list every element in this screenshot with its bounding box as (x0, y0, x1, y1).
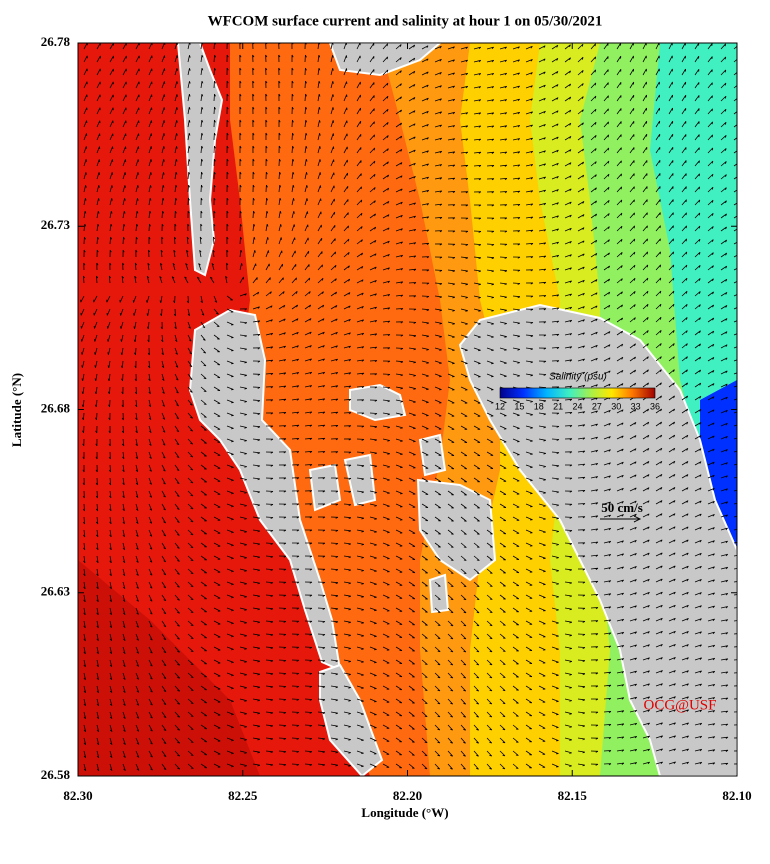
y-tick-label: 26.63 (41, 584, 71, 599)
colorbar-tick-label: 27 (592, 401, 602, 411)
axis-ticks: 82.30 82.25 82.20 82.15 82.10 26.78 26.73 26.68… (41, 34, 752, 803)
colorbar-tick-label: 36 (650, 401, 660, 411)
credit: OCG@USF (643, 697, 716, 713)
colorbar-tick-label: 18 (534, 401, 544, 411)
colorbar-tick-label: 24 (572, 401, 582, 411)
colorbar: Salinity (psu) 12 15 18 21 24 27 30 33 36 (495, 372, 660, 412)
field-darkred (78, 560, 260, 776)
x-axis-label: Longitude (°W) (361, 805, 448, 820)
island (428, 573, 450, 614)
y-tick-label: 26.73 (41, 217, 71, 232)
island (308, 463, 342, 512)
colorbar-tick-label: 30 (611, 401, 621, 411)
north-shore (328, 43, 442, 77)
title: WFCOM surface current and salinity at ho… (208, 13, 603, 29)
colorbar-scale (499, 387, 656, 399)
island (418, 433, 447, 477)
colorbar-tick-label: 12 (495, 401, 505, 411)
mainland (458, 303, 737, 776)
x-tick-label: 82.30 (63, 788, 92, 803)
y-tick-label: 26.68 (41, 400, 71, 415)
sanibel-island (319, 663, 384, 776)
salinity-field (78, 43, 737, 776)
island (349, 383, 407, 422)
colorbar-tick-label: 21 (553, 401, 563, 411)
x-tick-label: 82.10 (722, 788, 751, 803)
x-tick-label: 82.25 (228, 788, 258, 803)
y-tick-label: 26.58 (41, 767, 71, 782)
colorbar-tick-label: 15 (514, 401, 524, 411)
colorbar-tick-label: 33 (631, 401, 641, 411)
island (343, 453, 377, 507)
x-tick-label: 82.20 (393, 788, 422, 803)
y-tick-label: 26.78 (41, 34, 71, 49)
scale-arrow-head (633, 515, 642, 523)
current-arrows (80, 43, 737, 772)
y-axis-label: Latitude (°N) (9, 373, 24, 447)
colorbar-title: Salinity (psu) (549, 372, 607, 383)
x-tick-label: 82.15 (558, 788, 588, 803)
land (176, 43, 737, 776)
scale-label: 50 cm/s (601, 500, 643, 515)
